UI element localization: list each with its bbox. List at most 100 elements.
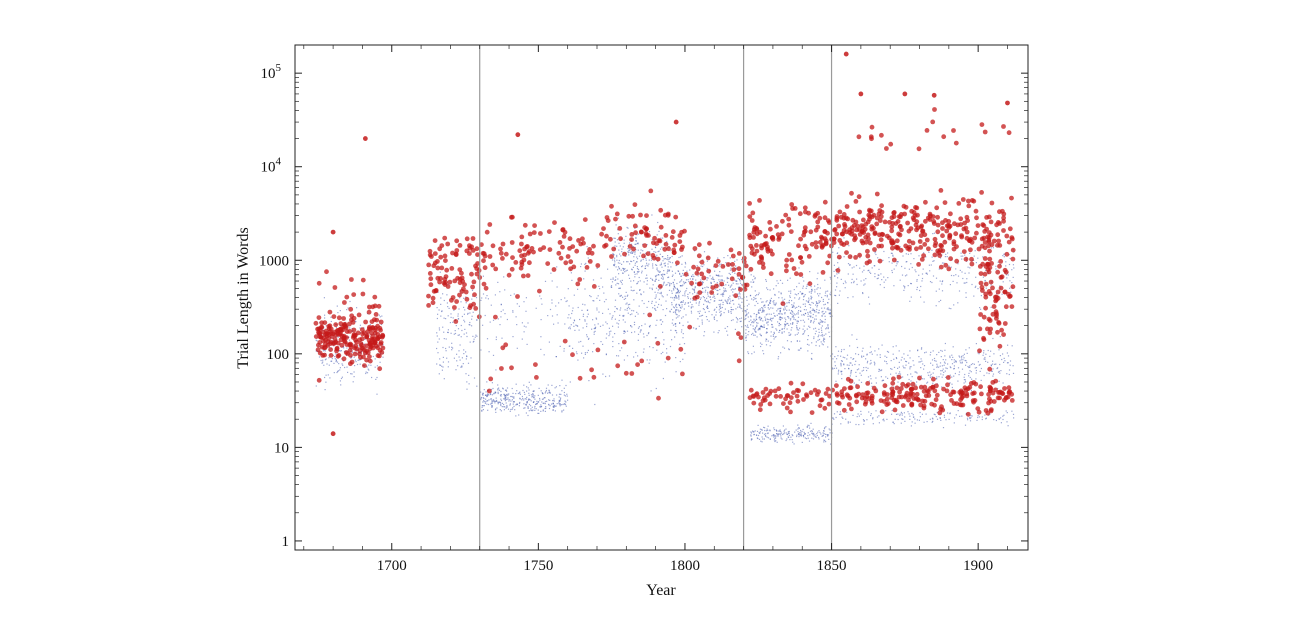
trial-point xyxy=(670,329,672,331)
trial-point xyxy=(865,358,867,360)
trial-point xyxy=(750,439,752,441)
trial-point xyxy=(790,292,792,294)
trial-point xyxy=(358,359,360,361)
trial-point xyxy=(939,280,941,282)
trial-point xyxy=(936,378,938,380)
trial-point xyxy=(681,263,683,265)
trial-point xyxy=(790,329,792,331)
trial-point xyxy=(858,424,860,426)
highlighted-point xyxy=(453,252,459,258)
trial-point xyxy=(559,404,561,406)
highlighted-point xyxy=(751,235,756,240)
trial-point xyxy=(985,287,987,289)
trial-point xyxy=(560,299,562,301)
highlighted-point xyxy=(836,254,842,260)
trial-point xyxy=(589,295,591,297)
trial-point xyxy=(651,287,653,289)
trial-point xyxy=(962,359,964,361)
highlighted-point xyxy=(614,211,620,217)
trial-point xyxy=(811,288,813,290)
highlighted-point xyxy=(974,230,979,236)
highlighted-point xyxy=(813,212,818,218)
trial-point xyxy=(679,290,681,292)
trial-point xyxy=(672,319,674,321)
trial-point xyxy=(841,349,843,351)
trial-point xyxy=(623,268,625,270)
trial-point xyxy=(540,319,542,321)
highlighted-point xyxy=(509,240,515,245)
trial-point xyxy=(799,306,802,308)
trial-point xyxy=(564,297,566,299)
highlighted-point xyxy=(587,259,593,264)
trial-point xyxy=(936,365,938,367)
highlighted-point xyxy=(332,285,338,290)
trial-point xyxy=(328,364,330,366)
trial-point xyxy=(763,309,765,312)
highlighted-point xyxy=(981,235,987,241)
highlighted-point xyxy=(645,251,651,257)
trial-point xyxy=(694,286,696,288)
trial-point xyxy=(646,244,648,246)
highlighted-point xyxy=(884,392,890,397)
trial-point xyxy=(703,264,705,266)
trial-point xyxy=(757,294,759,296)
trial-point xyxy=(996,367,998,370)
trial-point xyxy=(788,349,790,351)
trial-point xyxy=(892,255,894,257)
trial-point xyxy=(695,299,697,302)
trial-point xyxy=(549,308,552,311)
trial-point xyxy=(518,392,521,394)
trial-point xyxy=(949,356,951,359)
trial-point xyxy=(939,417,941,419)
highlighted-point xyxy=(951,128,956,133)
trial-point xyxy=(568,345,570,347)
highlighted-point xyxy=(943,262,949,268)
trial-point xyxy=(726,330,728,332)
highlighted-point xyxy=(834,214,840,219)
trial-point xyxy=(860,413,862,415)
trial-point xyxy=(702,265,704,268)
trial-point xyxy=(746,299,748,301)
trial-point xyxy=(949,366,951,368)
trial-point xyxy=(508,393,510,395)
trial-point xyxy=(617,269,619,271)
trial-point xyxy=(500,404,502,407)
trial-point xyxy=(796,434,798,436)
trial-point xyxy=(719,271,721,273)
trial-point xyxy=(580,340,582,343)
highlighted-point xyxy=(545,261,551,266)
trial-point xyxy=(844,287,846,289)
trial-point xyxy=(791,306,793,308)
trial-point xyxy=(909,418,911,420)
highlighted-point xyxy=(859,395,865,401)
highlighted-point xyxy=(369,336,375,342)
trial-point xyxy=(527,405,529,408)
trial-point xyxy=(748,331,750,333)
trial-point xyxy=(651,300,653,302)
trial-point xyxy=(933,413,935,415)
highlighted-point xyxy=(341,316,346,321)
highlighted-point xyxy=(867,240,873,246)
trial-point xyxy=(824,292,827,294)
highlighted-point xyxy=(609,254,614,259)
trial-point xyxy=(442,346,444,349)
trial-point xyxy=(439,364,441,366)
highlighted-point xyxy=(317,350,323,356)
trial-point xyxy=(1004,360,1006,362)
trial-point xyxy=(858,364,860,366)
trial-point xyxy=(870,413,872,415)
trial-point xyxy=(816,304,819,306)
trial-point xyxy=(506,387,509,389)
trial-point xyxy=(738,303,740,305)
trial-point xyxy=(682,316,684,318)
trial-point xyxy=(931,359,934,361)
trial-point xyxy=(588,337,590,339)
trial-point xyxy=(964,359,966,362)
trial-point xyxy=(713,309,715,311)
trial-point xyxy=(948,418,950,420)
highlighted-point xyxy=(363,343,369,349)
highlighted-point xyxy=(927,211,933,217)
highlighted-point xyxy=(464,248,470,254)
trial-point xyxy=(523,391,525,393)
trial-point xyxy=(506,318,508,321)
